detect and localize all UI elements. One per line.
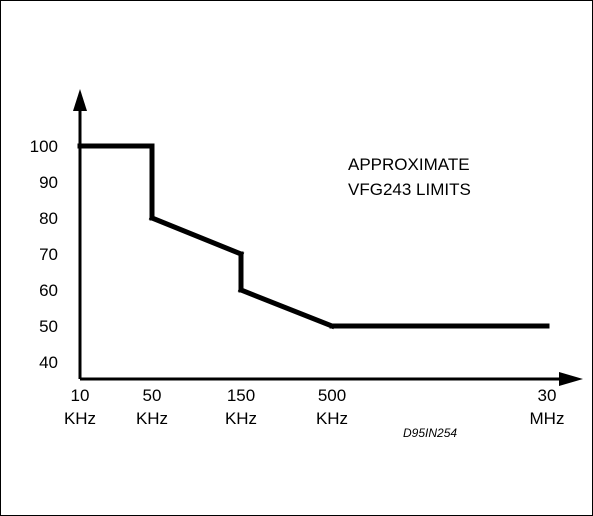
y-tick-label: 40 [39,353,58,372]
x-tick-unit: KHz [64,409,96,428]
limit-line-segment [237,286,336,330]
series-layer [77,143,550,330]
x-tick-value: 50 [143,386,162,405]
x-tick-unit: KHz [225,409,257,428]
x-tick-unit: KHz [316,409,348,428]
limit-line-segment [148,214,245,258]
y-tick-label: 90 [39,173,58,192]
figure-reference: D95IN254 [403,426,457,440]
y-tick-labels: 100 90 80 70 60 50 40 [30,137,58,372]
limit-point [329,323,335,329]
limit-point [238,287,244,293]
limit-point [238,251,244,257]
annotation-line-2: VFG243 LIMITS [348,180,471,199]
y-tick-label: 100 [30,137,58,156]
annotation: APPROXIMATE VFG243 LIMITS [348,155,471,199]
limit-point [544,323,550,329]
y-tick-label: 60 [39,281,58,300]
limit-point [77,143,83,149]
x-tick-unit: KHz [136,409,168,428]
y-tick-label: 50 [39,317,58,336]
limit-point [149,143,155,149]
x-axis-arrow [559,372,583,386]
x-tick-value: 30 [538,386,557,405]
x-tick-unit: MHz [530,409,565,428]
limit-point [149,215,155,221]
x-tick-value: 10 [71,386,90,405]
x-tick-value: 500 [318,386,346,405]
annotation-line-1: APPROXIMATE [348,155,470,174]
x-tick-value: 150 [227,386,255,405]
axes [73,89,583,386]
x-tick-labels: 10 KHz 50 KHz 150 KHz 500 KHz 30 MHz [64,386,565,428]
y-tick-label: 70 [39,245,58,264]
y-axis-arrow [73,89,87,111]
y-tick-label: 80 [39,209,58,228]
